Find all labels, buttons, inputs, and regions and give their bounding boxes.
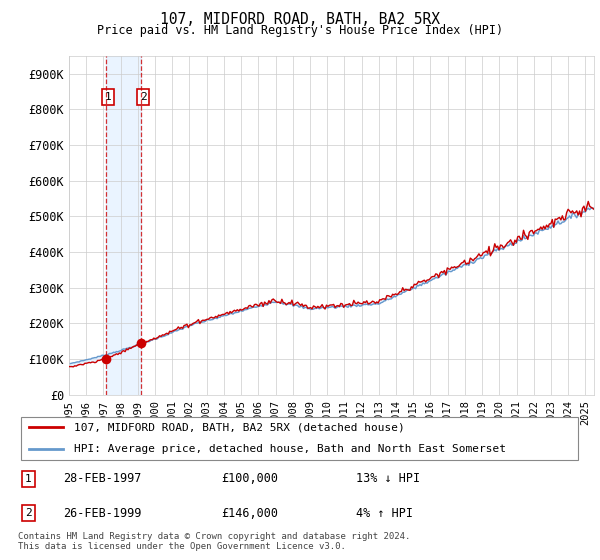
Bar xyxy=(106,56,140,395)
Text: 2: 2 xyxy=(140,92,146,102)
Text: 2: 2 xyxy=(25,508,32,518)
Text: HPI: Average price, detached house, Bath and North East Somerset: HPI: Average price, detached house, Bath… xyxy=(74,444,506,454)
Text: £146,000: £146,000 xyxy=(221,507,278,520)
Text: 107, MIDFORD ROAD, BATH, BA2 5RX: 107, MIDFORD ROAD, BATH, BA2 5RX xyxy=(160,12,440,27)
FancyBboxPatch shape xyxy=(21,417,578,460)
Text: 107, MIDFORD ROAD, BATH, BA2 5RX (detached house): 107, MIDFORD ROAD, BATH, BA2 5RX (detach… xyxy=(74,422,405,432)
Text: Price paid vs. HM Land Registry's House Price Index (HPI): Price paid vs. HM Land Registry's House … xyxy=(97,24,503,36)
Text: 1: 1 xyxy=(25,474,32,484)
Text: £100,000: £100,000 xyxy=(221,473,278,486)
Text: Contains HM Land Registry data © Crown copyright and database right 2024.
This d: Contains HM Land Registry data © Crown c… xyxy=(18,532,410,552)
Text: 4% ↑ HPI: 4% ↑ HPI xyxy=(356,507,413,520)
Text: 26-FEB-1999: 26-FEB-1999 xyxy=(63,507,142,520)
Text: 1: 1 xyxy=(104,92,111,102)
Text: 13% ↓ HPI: 13% ↓ HPI xyxy=(356,473,421,486)
Text: 28-FEB-1997: 28-FEB-1997 xyxy=(63,473,142,486)
